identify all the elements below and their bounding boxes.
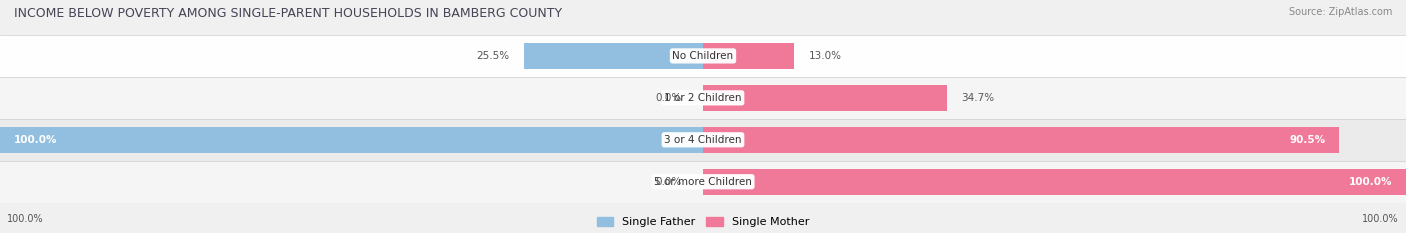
Text: 100.0%: 100.0% — [14, 135, 58, 145]
Text: 25.5%: 25.5% — [477, 51, 509, 61]
Text: Source: ZipAtlas.com: Source: ZipAtlas.com — [1288, 7, 1392, 17]
Bar — [0, 161, 1406, 203]
Text: 90.5%: 90.5% — [1289, 135, 1324, 145]
Text: 100.0%: 100.0% — [1362, 214, 1399, 224]
Text: 100.0%: 100.0% — [7, 214, 44, 224]
Bar — [0, 77, 1406, 119]
Text: 1 or 2 Children: 1 or 2 Children — [664, 93, 742, 103]
Text: 0.0%: 0.0% — [655, 93, 682, 103]
Text: 3 or 4 Children: 3 or 4 Children — [664, 135, 742, 145]
Text: 5 or more Children: 5 or more Children — [654, 177, 752, 187]
Text: 13.0%: 13.0% — [808, 51, 841, 61]
Bar — [0, 119, 1406, 161]
Text: 0.0%: 0.0% — [655, 177, 682, 187]
Text: 100.0%: 100.0% — [1348, 177, 1392, 187]
Text: 34.7%: 34.7% — [962, 93, 994, 103]
Bar — [0, 35, 1406, 77]
Bar — [524, 43, 703, 69]
Bar — [703, 43, 794, 69]
Legend: Single Father, Single Mother: Single Father, Single Mother — [596, 217, 810, 227]
Bar — [703, 169, 1406, 195]
Bar — [703, 127, 1340, 153]
Text: INCOME BELOW POVERTY AMONG SINGLE-PARENT HOUSEHOLDS IN BAMBERG COUNTY: INCOME BELOW POVERTY AMONG SINGLE-PARENT… — [14, 7, 562, 20]
Bar — [703, 85, 948, 111]
Text: No Children: No Children — [672, 51, 734, 61]
Bar — [0, 127, 703, 153]
